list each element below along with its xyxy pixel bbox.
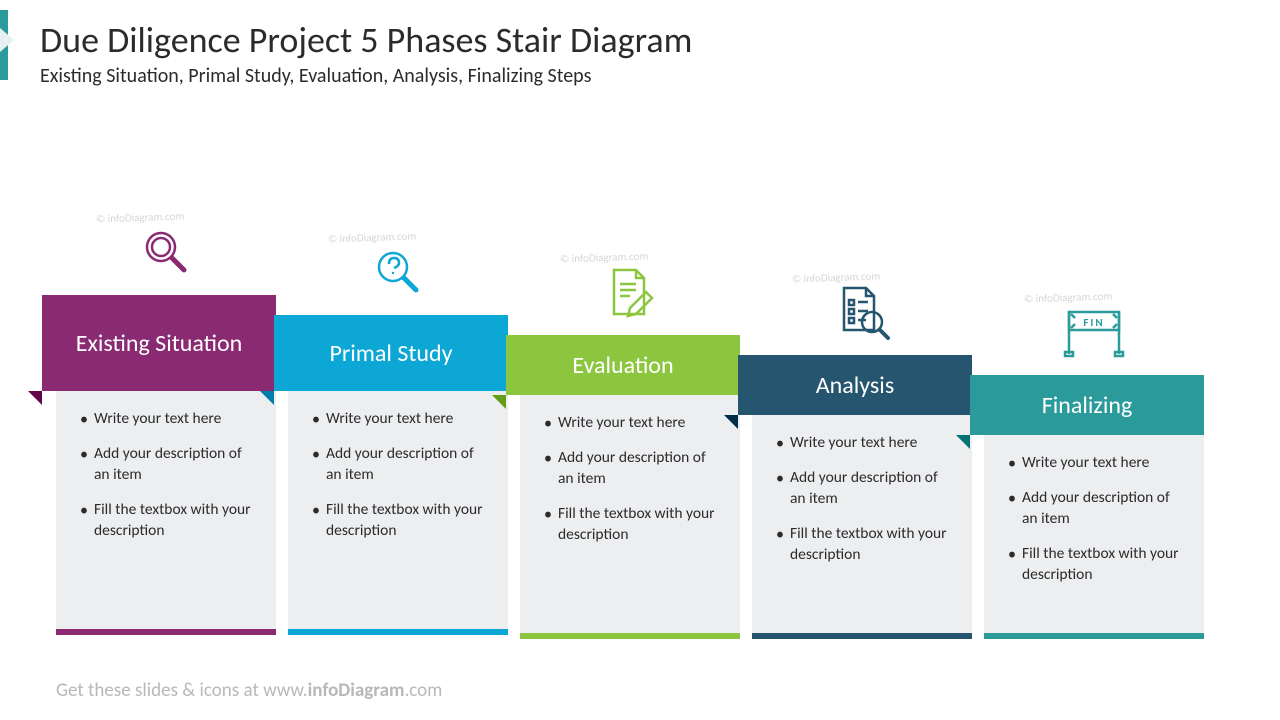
bullet-item: Fill the textbox with your description xyxy=(776,524,956,566)
bullet-item: Add your description of an item xyxy=(1008,488,1188,530)
footer-prefix: Get these slides & icons at www. xyxy=(56,679,308,702)
accent-stripe xyxy=(0,10,8,80)
phase-underline xyxy=(752,633,972,639)
page-subtitle: Existing Situation, Primal Study, Evalua… xyxy=(40,64,1240,88)
phase-label: Analysis xyxy=(738,355,972,415)
phase-label: Primal Study xyxy=(274,315,508,391)
phase-2: Primal StudyWrite your text hereAdd your… xyxy=(288,237,508,635)
bullet-item: Add your description of an item xyxy=(80,444,260,486)
phase-1: Existing SituationWrite your text hereAd… xyxy=(56,217,276,635)
phase-body: Write your text here Add your description… xyxy=(56,391,276,629)
bullet-item: Add your description of an item xyxy=(312,444,492,486)
phase-body: Write your text here Add your description… xyxy=(752,415,972,633)
footer-credit: Get these slides & icons at www.infoDiag… xyxy=(56,679,442,702)
phase-body: Write your text here Add your description… xyxy=(520,395,740,633)
document-search-icon xyxy=(752,277,972,347)
phase-3: EvaluationWrite your text hereAdd your d… xyxy=(520,257,740,635)
bullet-item: Write your text here xyxy=(544,413,724,434)
bullet-item: Write your text here xyxy=(80,409,260,430)
magnifier-question-icon xyxy=(288,237,508,307)
bullet-item: Add your description of an item xyxy=(544,448,724,490)
finish-line-icon: FIN xyxy=(984,297,1204,367)
phase-body: Write your text here Add your description… xyxy=(984,435,1204,633)
phase-label: Finalizing xyxy=(970,375,1204,435)
phase-underline xyxy=(288,629,508,635)
magnifier-icon xyxy=(56,217,276,287)
footer-suffix: .com xyxy=(404,679,442,702)
bullet-item: Write your text here xyxy=(1008,453,1188,474)
page-title: Due Diligence Project 5 Phases Stair Dia… xyxy=(40,18,1240,62)
phase-5: FIN FinalizingWrite your text hereAdd yo… xyxy=(984,297,1204,635)
bullet-item: Fill the textbox with your description xyxy=(312,500,492,542)
phase-body: Write your text here Add your description… xyxy=(288,391,508,629)
bullet-item: Add your description of an item xyxy=(776,468,956,510)
phase-underline xyxy=(56,629,276,635)
document-pencil-icon xyxy=(520,257,740,327)
bullet-item: Write your text here xyxy=(776,433,956,454)
stair-diagram: Existing SituationWrite your text hereAd… xyxy=(56,135,1236,675)
phase-label: Existing Situation xyxy=(42,295,276,391)
header: Due Diligence Project 5 Phases Stair Dia… xyxy=(0,0,1280,94)
bullet-item: Fill the textbox with your description xyxy=(544,504,724,546)
phase-label: Evaluation xyxy=(506,335,740,395)
phase-4: AnalysisWrite your text hereAdd your des… xyxy=(752,277,972,635)
phase-underline xyxy=(984,633,1204,639)
bullet-item: Write your text here xyxy=(312,409,492,430)
phase-underline xyxy=(520,633,740,639)
footer-bold: infoDiagram xyxy=(308,679,405,702)
svg-text:FIN: FIN xyxy=(1083,316,1104,329)
bullet-item: Fill the textbox with your description xyxy=(80,500,260,542)
bullet-item: Fill the textbox with your description xyxy=(1008,544,1188,586)
